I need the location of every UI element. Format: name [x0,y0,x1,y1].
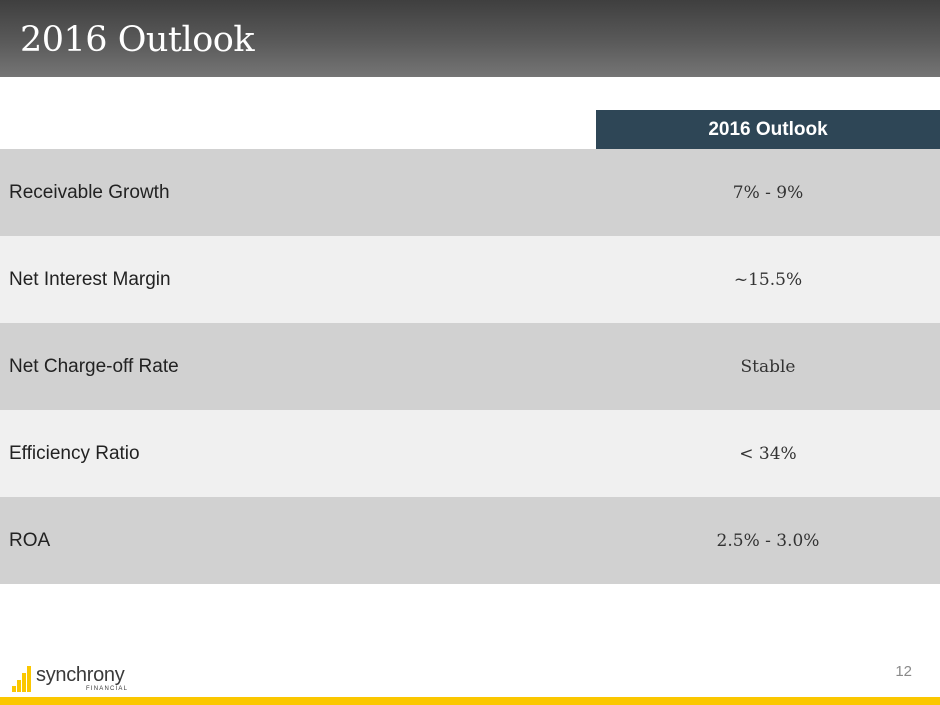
table-row: ROA 2.5% - 3.0% [0,497,940,584]
bottom-accent-bar [0,697,940,705]
table-row: Net Interest Margin ~15.5% [0,236,940,323]
row-value: ~15.5% [733,269,803,290]
row-label: Efficiency Ratio [9,442,140,464]
row-label: Receivable Growth [9,181,170,203]
row-label: Net Charge-off Rate [9,355,179,377]
row-label: Net Interest Margin [9,268,171,290]
outlook-table: Receivable Growth 7% - 9% Net Interest M… [0,149,940,584]
table-row: Net Charge-off Rate Stable [0,323,940,410]
synchrony-logo: synchrony FINANCIAL [12,664,128,692]
table-row: Receivable Growth 7% - 9% [0,149,940,236]
row-value: 2.5% - 3.0% [716,530,820,551]
title-bar: 2016 Outlook [0,0,940,77]
table-row: Efficiency Ratio < 34% [0,410,940,497]
row-value: 7% - 9% [732,182,804,203]
outlook-column-header: 2016 Outlook [596,110,940,149]
logo-text: synchrony FINANCIAL [36,665,128,692]
page-number: 12 [895,663,912,680]
page-title: 2016 Outlook [20,20,255,60]
row-label: ROA [9,529,51,551]
logo-subtitle: FINANCIAL [86,686,129,692]
row-value: Stable [740,356,796,377]
logo-name: synchrony [36,664,125,686]
row-value: < 34% [739,443,797,464]
synchrony-bars-icon [12,666,31,692]
